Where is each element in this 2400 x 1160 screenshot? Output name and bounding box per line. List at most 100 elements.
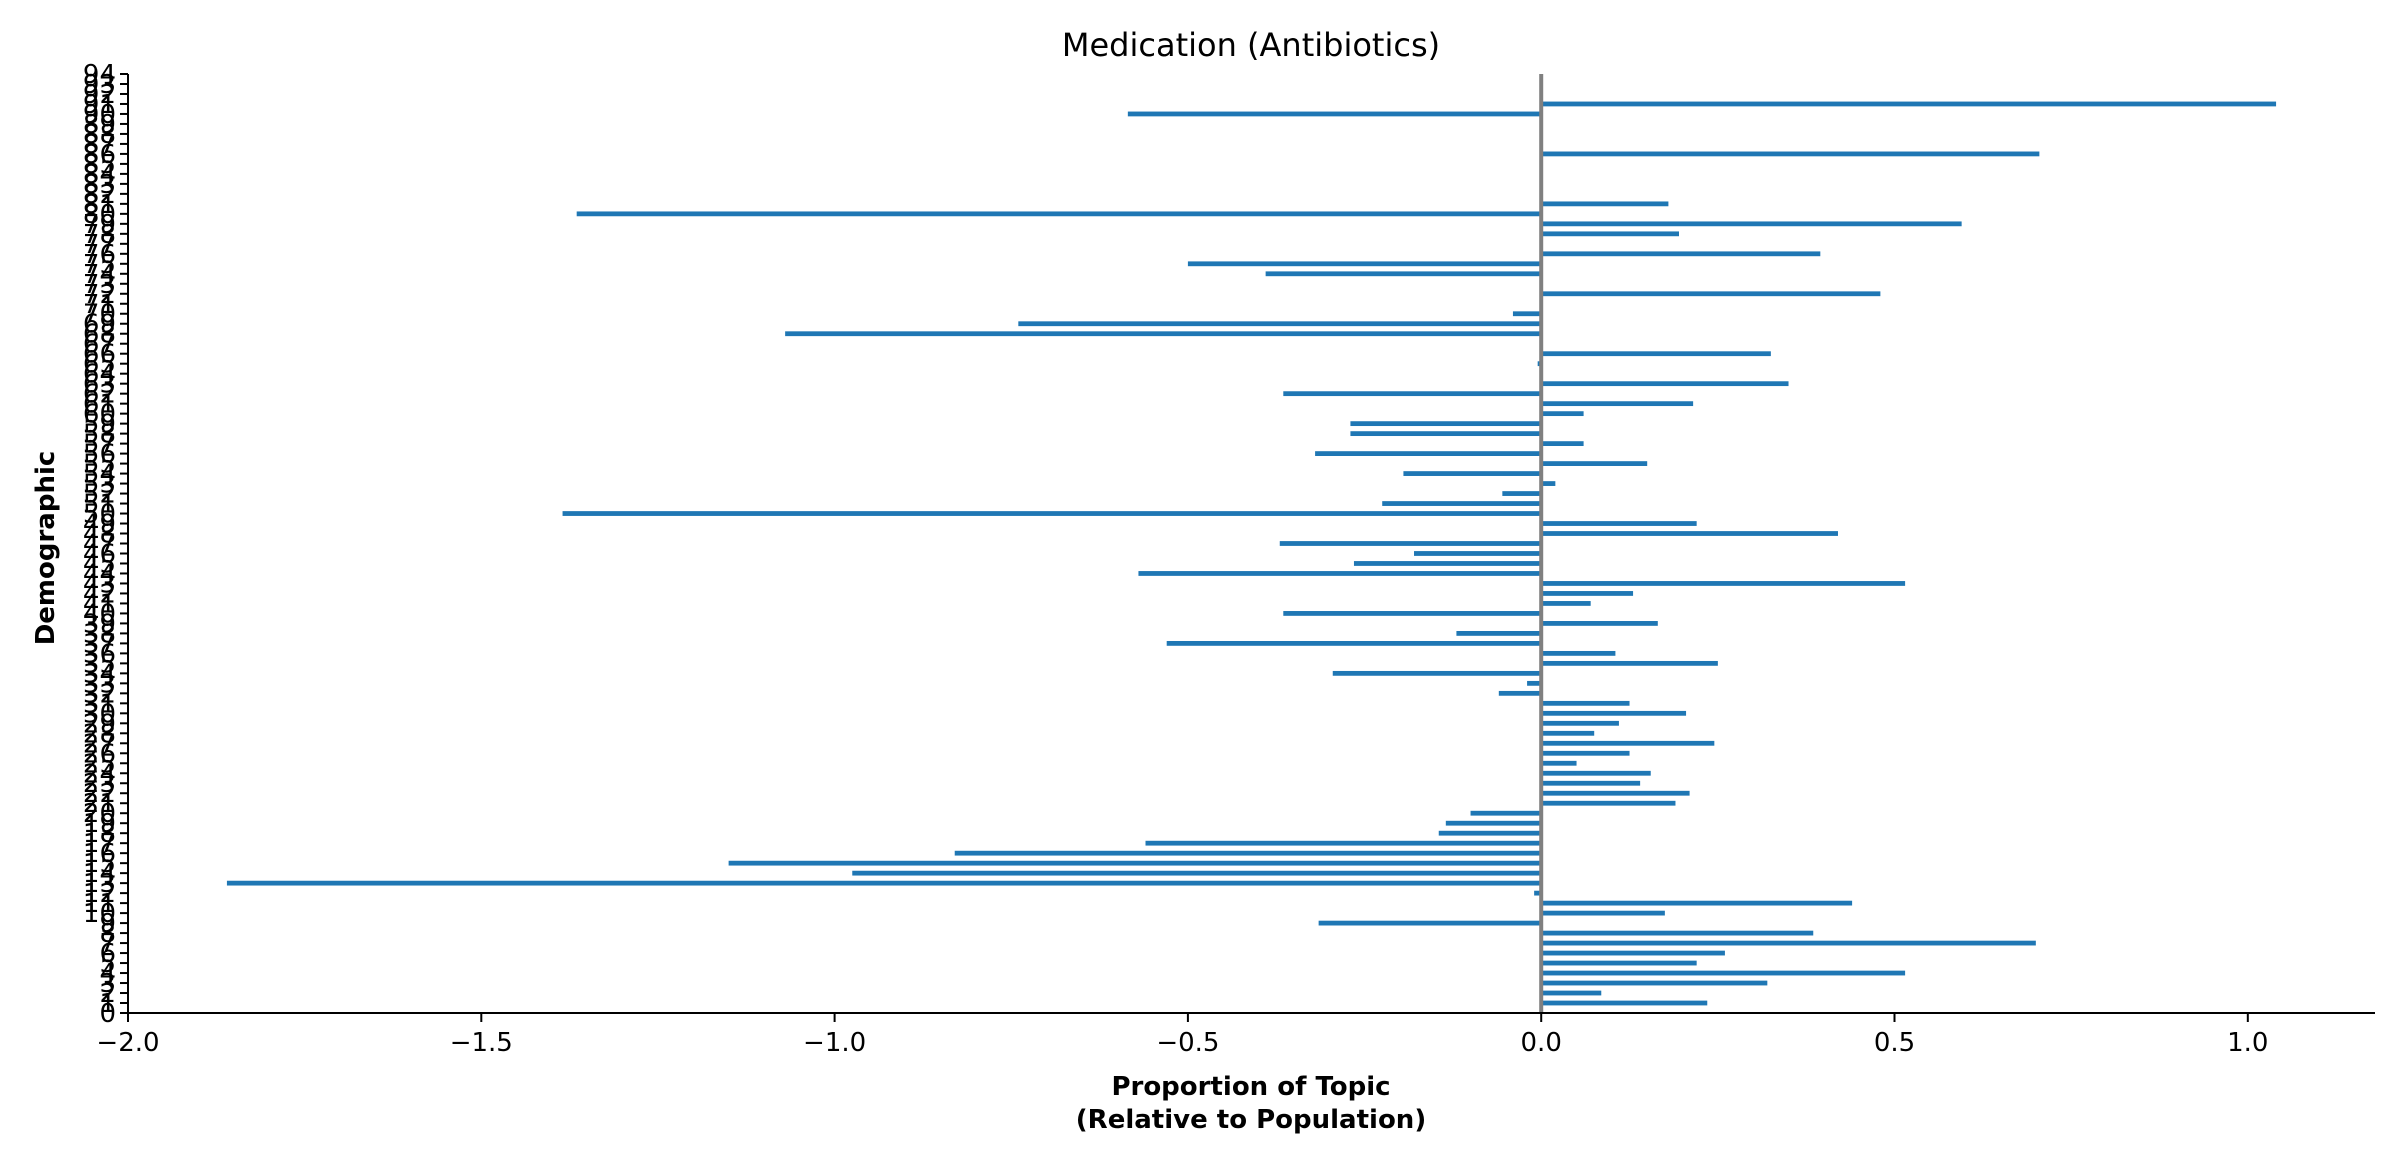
bar-90 xyxy=(1127,111,1542,117)
y-tick-label: 81 xyxy=(83,190,116,220)
y-tick-label: 63 xyxy=(83,370,116,400)
y-tick-label: 16 xyxy=(83,839,116,869)
y-tick-label: 75 xyxy=(83,250,116,280)
y-tick-label: 29 xyxy=(83,709,116,739)
y-axis-ticks: 0123456789101112131415161718192021222324… xyxy=(83,60,128,1029)
bar-63 xyxy=(1541,381,1789,387)
y-tick-label: 3 xyxy=(99,969,116,999)
y-tick-label: 51 xyxy=(83,490,116,520)
bar-51 xyxy=(1382,501,1542,506)
bar-62 xyxy=(1283,391,1542,397)
y-tick-label: 34 xyxy=(83,659,116,689)
y-tick-label: 35 xyxy=(83,649,116,679)
y-tick-label: 64 xyxy=(83,360,116,390)
y-axis-label: Demographic xyxy=(31,451,61,646)
bar-32 xyxy=(1498,690,1542,696)
bar-34 xyxy=(1332,670,1542,676)
y-tick-label: 72 xyxy=(83,280,116,310)
x-axis-label: Proportion of Topic (Relative to Populat… xyxy=(1076,1072,1426,1135)
y-tick-label: 7 xyxy=(99,929,116,959)
y-tick-label: 54 xyxy=(83,460,116,490)
y-tick-label: 93 xyxy=(83,70,116,100)
y-tick-label: 71 xyxy=(83,290,116,320)
y-tick-label: 73 xyxy=(83,270,116,300)
y-tick-label: 17 xyxy=(83,829,116,859)
y-tick-label: 36 xyxy=(83,639,116,669)
bar-57 xyxy=(1541,441,1584,447)
y-tick-label: 47 xyxy=(83,530,116,560)
y-tick-label: 20 xyxy=(83,799,116,829)
bar-36 xyxy=(1541,650,1616,656)
y-tick-label: 58 xyxy=(83,420,116,450)
y-tick-label: 85 xyxy=(83,150,116,180)
x-tick-label: 0.5 xyxy=(1874,1028,1915,1058)
y-tick-label: 67 xyxy=(83,330,116,360)
bar-3 xyxy=(1541,980,1768,986)
bar-75 xyxy=(1187,261,1542,267)
y-tick-label: 28 xyxy=(83,719,116,749)
y-tick-label: 41 xyxy=(83,589,116,619)
y-tick-label: 4 xyxy=(99,959,116,989)
y-tick-label: 13 xyxy=(83,869,116,899)
bar-55 xyxy=(1541,461,1648,466)
y-tick-label: 30 xyxy=(83,699,116,729)
bar-50 xyxy=(562,511,1542,516)
bar-31 xyxy=(1541,700,1630,706)
bar-66 xyxy=(1541,351,1771,357)
bar-60 xyxy=(1541,411,1584,417)
y-tick-label: 94 xyxy=(83,60,116,90)
y-tick-label: 86 xyxy=(83,140,116,170)
y-tick-label: 89 xyxy=(83,110,116,140)
bar-49 xyxy=(1541,521,1697,526)
bar-70 xyxy=(1512,311,1542,317)
y-tick-label: 65 xyxy=(83,350,116,380)
y-tick-label: 61 xyxy=(83,390,116,420)
bar-30 xyxy=(1541,710,1687,716)
bar-44 xyxy=(1138,571,1542,576)
y-tick-label: 55 xyxy=(83,450,116,480)
bar-20 xyxy=(1470,810,1542,816)
y-tick-label: 18 xyxy=(83,819,116,849)
bar-41 xyxy=(1541,601,1591,606)
bar-6 xyxy=(1541,950,1725,956)
bar-48 xyxy=(1541,531,1838,536)
svg-text:Demographic: Demographic xyxy=(31,451,61,646)
bar-74 xyxy=(1265,271,1542,277)
y-tick-label: 78 xyxy=(83,220,116,250)
bars-layer xyxy=(226,101,2277,1006)
bar-19 xyxy=(1445,820,1542,826)
bar-43 xyxy=(1541,581,1906,586)
x-axis-ticks: −2.0 −1.5 −1.0 −0.5 0.0 0.5 1.0 xyxy=(96,1013,2268,1058)
y-tick-label: 31 xyxy=(83,689,116,719)
bar-72 xyxy=(1541,291,1881,297)
bar-91 xyxy=(1541,101,2277,107)
y-tick-label: 68 xyxy=(83,320,116,350)
x-tick-label: 1.0 xyxy=(2227,1028,2268,1058)
bar-26 xyxy=(1541,750,1630,756)
x-tick-label: −1.0 xyxy=(803,1028,866,1058)
y-tick-label: 60 xyxy=(83,400,116,430)
bar-9 xyxy=(1318,920,1542,926)
bar-42 xyxy=(1541,591,1634,596)
y-tick-label: 25 xyxy=(83,749,116,779)
y-tick-label: 45 xyxy=(83,549,116,579)
bar-4 xyxy=(1541,970,1906,976)
svg-text:(Relative to Population): (Relative to Population) xyxy=(1076,1105,1426,1135)
bar-8 xyxy=(1541,930,1814,936)
y-tick-label: 39 xyxy=(83,609,116,639)
bar-59 xyxy=(1350,421,1542,427)
y-tick-label: 62 xyxy=(83,380,116,410)
y-tick-label: 23 xyxy=(83,769,116,799)
x-tick-label: 0.0 xyxy=(1521,1028,1562,1058)
bar-13 xyxy=(226,880,1542,886)
y-tick-label: 88 xyxy=(83,120,116,150)
bar-53 xyxy=(1541,481,1556,486)
y-tick-label: 83 xyxy=(83,170,116,200)
y-tick-label: 77 xyxy=(83,230,116,260)
bar-69 xyxy=(1018,321,1542,327)
y-tick-label: 22 xyxy=(83,779,116,809)
y-tick-label: 33 xyxy=(83,669,116,699)
y-tick-label: 32 xyxy=(83,679,116,709)
y-tick-label: 90 xyxy=(83,100,116,130)
y-tick-label: 43 xyxy=(83,569,116,599)
